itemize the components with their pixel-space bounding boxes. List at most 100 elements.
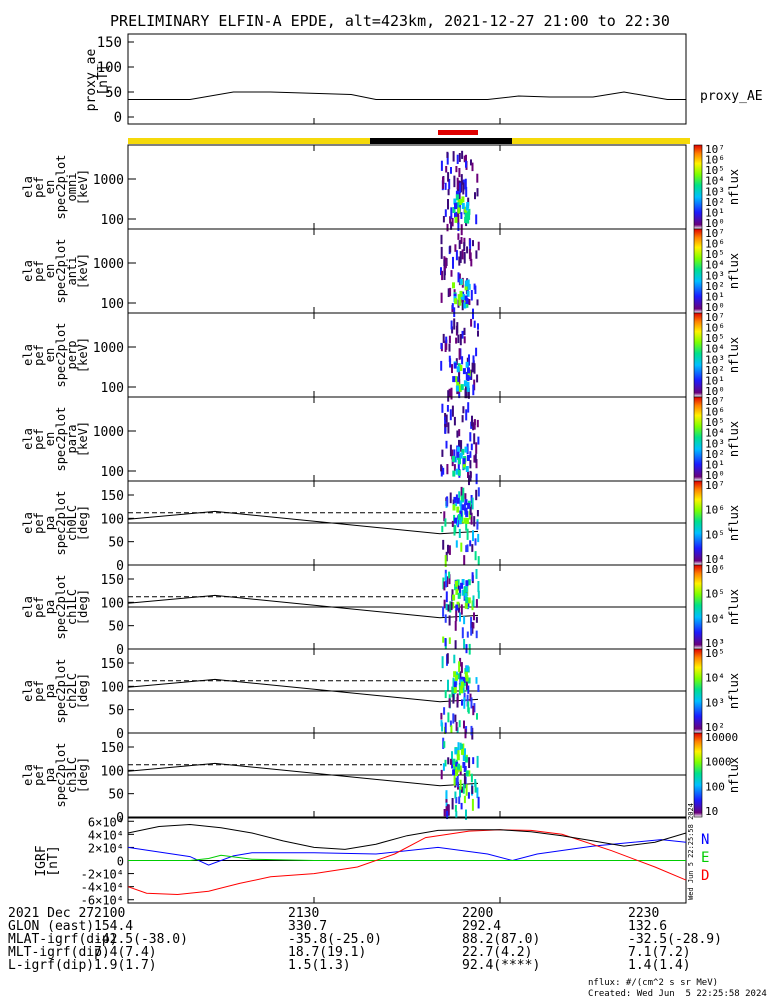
flux-core-pixel bbox=[467, 502, 471, 509]
flux-pixel bbox=[462, 487, 465, 499]
flux-pixel bbox=[460, 786, 463, 793]
flux-pixel bbox=[459, 251, 462, 263]
flux-core-pixel bbox=[459, 290, 463, 297]
flux-pixel bbox=[456, 775, 459, 788]
panel-ylabel: elapefpaspec2plotch2LC[deg] bbox=[21, 658, 90, 723]
flux-pixel bbox=[459, 585, 461, 597]
ylabel-line: [deg] bbox=[76, 757, 90, 793]
flux-pixel bbox=[476, 510, 479, 517]
flux-pixel bbox=[472, 757, 475, 765]
spectrogram-panel-3: 1001000elapefenspec2plotperp[keV]10⁷10⁶1… bbox=[21, 311, 741, 402]
flux-pixel bbox=[449, 287, 452, 297]
flux-core-pixel bbox=[454, 298, 458, 305]
colorbar-tick-label: 10⁴ bbox=[705, 427, 725, 440]
flux-pixel bbox=[447, 422, 450, 434]
footer-value: 2200 bbox=[462, 906, 494, 921]
flux-pixel bbox=[472, 422, 475, 431]
flux-core-pixel bbox=[466, 385, 470, 392]
flux-pixel bbox=[449, 358, 452, 368]
flux-pixel bbox=[465, 186, 468, 197]
flux-core-pixel bbox=[463, 766, 467, 772]
flux-pixel bbox=[477, 330, 479, 337]
flux-pixel bbox=[441, 722, 444, 732]
flux-pixel bbox=[475, 677, 478, 684]
flux-core-pixel bbox=[455, 761, 459, 768]
flux-pixel bbox=[472, 384, 475, 396]
flux-pixel bbox=[454, 525, 457, 533]
flux-pixel bbox=[471, 798, 474, 811]
flux-core-pixel bbox=[465, 511, 469, 518]
flux-pixel bbox=[455, 811, 458, 818]
flux-pixel bbox=[464, 388, 467, 399]
colorbar-tick-label: 10⁴ bbox=[705, 553, 725, 566]
panel-ylabel: elapefenspec2plotpara[keV] bbox=[21, 406, 90, 471]
flux-pixel bbox=[474, 285, 477, 294]
flux-pixel bbox=[470, 725, 473, 736]
flux-pixel bbox=[442, 333, 445, 343]
flux-core-pixel bbox=[456, 451, 460, 458]
flux-pixel bbox=[476, 755, 479, 768]
ylabel-line: pa bbox=[43, 684, 57, 698]
flux-core-pixel bbox=[465, 466, 469, 472]
flux-core-pixel bbox=[455, 580, 458, 587]
flux-core-pixel bbox=[462, 762, 466, 768]
flux-core-pixel bbox=[464, 593, 468, 600]
flux-pixel bbox=[457, 215, 460, 225]
flux-core-pixel bbox=[465, 361, 469, 368]
flux-pixel bbox=[455, 337, 458, 344]
flux-pixel bbox=[472, 622, 475, 629]
flux-pixel bbox=[458, 240, 461, 250]
colorbar-tick-label: 10³ bbox=[705, 696, 725, 709]
y-tick-label: 1000 bbox=[93, 173, 124, 188]
flux-pixel bbox=[462, 182, 465, 195]
flux-core-pixel bbox=[461, 203, 465, 209]
flux-core-pixel bbox=[457, 763, 461, 770]
flux-pixel bbox=[466, 246, 469, 254]
flux-core-pixel bbox=[457, 592, 461, 599]
flux-pixel bbox=[469, 540, 472, 547]
ylabel-line: proxy_ae bbox=[84, 49, 99, 112]
footer-value: 7.1(7.2) bbox=[628, 945, 691, 960]
ylabel-line: en bbox=[43, 348, 57, 362]
flux-pixel bbox=[443, 511, 446, 522]
flux-pixel bbox=[463, 237, 466, 247]
flux-pixel bbox=[458, 528, 461, 538]
ylabel-line: ela bbox=[21, 260, 35, 282]
proxy-ae-legend: proxy_AE bbox=[700, 89, 763, 104]
flux-pixel bbox=[452, 677, 455, 687]
flux-pixel bbox=[473, 283, 476, 290]
flux-core-pixel bbox=[466, 217, 470, 224]
flux-pixel bbox=[455, 166, 458, 173]
flux-pixel bbox=[475, 459, 478, 469]
panel-ylabel: elapefpaspec2plotch1LC[deg] bbox=[21, 574, 90, 639]
flux-pixel bbox=[444, 209, 447, 217]
flux-pixel bbox=[448, 343, 451, 352]
colorbar-tick-label: 10⁰ bbox=[705, 385, 725, 398]
flux-pixel bbox=[456, 693, 459, 703]
flux-pixel bbox=[451, 459, 454, 467]
flux-core-pixel bbox=[467, 597, 471, 604]
flux-core-pixel bbox=[463, 302, 467, 309]
ylabel-line: ela bbox=[21, 512, 35, 534]
flux-pixel bbox=[441, 403, 444, 413]
flux-pixel bbox=[477, 581, 480, 593]
flux-pixel bbox=[451, 751, 453, 761]
footer-value: 22.7(4.2) bbox=[462, 945, 533, 960]
flux-core-pixel bbox=[464, 499, 468, 506]
ylabel-line: [deg] bbox=[76, 589, 90, 625]
flux-pixel bbox=[445, 603, 448, 611]
flux-core-pixel bbox=[456, 750, 460, 757]
flux-pixel bbox=[458, 191, 461, 200]
colorbar-tick-label: 1000 bbox=[705, 756, 732, 769]
flux-pixel bbox=[465, 154, 467, 163]
flux-core-pixel bbox=[452, 594, 456, 601]
colorbar-tick-label: 10⁶ bbox=[705, 238, 725, 251]
ylabel-line: ela bbox=[21, 344, 35, 366]
y-tick-label: 150 bbox=[101, 657, 124, 672]
flux-pixel bbox=[446, 405, 449, 412]
flux-core-pixel bbox=[464, 671, 468, 678]
ylabel-line: ch0LC bbox=[65, 505, 79, 541]
flux-pixel bbox=[460, 440, 463, 452]
flux-pixel bbox=[448, 335, 451, 344]
flux-core-pixel bbox=[462, 755, 466, 762]
